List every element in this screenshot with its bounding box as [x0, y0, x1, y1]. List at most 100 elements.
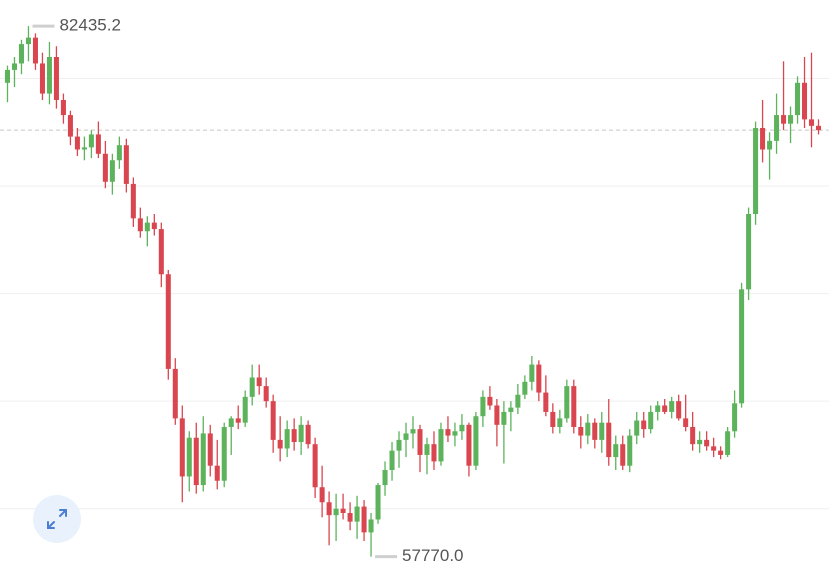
candle-body — [396, 439, 402, 451]
candle-body — [739, 289, 745, 404]
candle-body — [641, 420, 647, 430]
candle-body — [340, 508, 346, 514]
candle-body — [298, 424, 304, 443]
candle-body — [788, 115, 794, 124]
candle-body — [494, 405, 500, 425]
candle-body — [753, 127, 759, 215]
candle-body — [74, 136, 80, 150]
candle-body — [459, 424, 465, 432]
candle-body — [487, 396, 493, 406]
candle-body — [571, 386, 577, 427]
candle-body — [466, 424, 472, 466]
candle-body — [501, 411, 507, 425]
candle-body — [116, 145, 122, 161]
candle-body — [88, 134, 94, 148]
candle-body — [550, 411, 556, 427]
candle-body — [200, 433, 206, 486]
candle-body — [746, 214, 752, 290]
candle-body — [522, 381, 528, 395]
candle-body — [557, 418, 563, 427]
candle-body — [732, 403, 738, 432]
candle-body — [592, 422, 598, 440]
candle-body — [193, 437, 199, 486]
candle-body — [228, 418, 234, 427]
candle-body — [515, 394, 521, 408]
candle-body — [802, 82, 808, 120]
candle-body — [452, 431, 458, 436]
candle-body — [424, 444, 430, 455]
candle-body — [711, 446, 717, 451]
candle-body — [18, 44, 24, 64]
candle-body — [60, 100, 66, 116]
candle-body — [683, 418, 689, 427]
candle-body — [508, 407, 514, 412]
candle-body — [543, 392, 549, 412]
candle-body — [760, 127, 766, 150]
candle-body — [284, 429, 290, 449]
candle-body — [39, 63, 45, 94]
candle-body — [354, 506, 360, 522]
candle-body — [648, 411, 654, 430]
candle-body — [158, 229, 164, 275]
candle-body — [718, 450, 724, 455]
candle-body — [95, 134, 101, 154]
candle-body — [697, 439, 703, 445]
candle-body — [368, 519, 374, 533]
candle-body — [669, 401, 675, 412]
candle-body — [410, 429, 416, 434]
candle-body — [109, 160, 115, 182]
candle-body — [130, 183, 136, 219]
candle-body — [186, 437, 192, 477]
candle-body — [417, 429, 423, 455]
candle-body — [67, 115, 73, 137]
candle-body — [11, 63, 18, 70]
candle-body — [375, 485, 381, 520]
candle-body — [333, 508, 339, 516]
candle-body — [256, 377, 262, 387]
candle-body — [46, 57, 52, 94]
candle-body — [403, 433, 409, 440]
candle-body — [4, 69, 11, 83]
candle-body — [305, 424, 311, 445]
candle-body — [620, 444, 626, 466]
candle-body — [606, 422, 612, 458]
candle-body — [291, 429, 297, 443]
candle-body — [438, 429, 444, 462]
candle-body — [445, 429, 451, 436]
candle-body — [53, 57, 59, 101]
candle-body — [815, 125, 822, 131]
expand-button[interactable] — [33, 495, 81, 543]
candle-body — [725, 431, 731, 455]
candle-body — [221, 426, 227, 481]
candle-body — [564, 386, 570, 419]
candle-body — [123, 145, 129, 184]
candle-body — [808, 119, 815, 126]
candle-body — [242, 396, 248, 423]
candle-body — [767, 140, 773, 150]
candle-body — [676, 401, 682, 419]
candle-body — [32, 37, 38, 64]
candle-body — [690, 426, 696, 445]
candle-body — [270, 401, 276, 440]
candle-body — [249, 377, 255, 397]
candle-body — [774, 115, 780, 141]
candle-body — [473, 416, 479, 466]
candle-body — [25, 37, 31, 45]
candle-body — [214, 465, 220, 481]
candle-body — [795, 82, 801, 116]
high-label: 82435.2 — [59, 16, 120, 35]
candle-body — [151, 222, 157, 230]
candle-body — [599, 422, 605, 440]
low-label: 57770.0 — [402, 546, 463, 565]
candle-body — [172, 368, 178, 419]
candle-body — [613, 444, 619, 458]
candle-body — [578, 426, 584, 436]
candle-body — [326, 502, 332, 516]
candle-body — [319, 487, 325, 503]
candle-body — [235, 418, 241, 423]
candle-body — [704, 439, 710, 447]
expand-icon — [47, 509, 67, 529]
candle-body — [655, 405, 661, 412]
candle-body — [277, 439, 283, 449]
candle-body — [263, 386, 269, 402]
